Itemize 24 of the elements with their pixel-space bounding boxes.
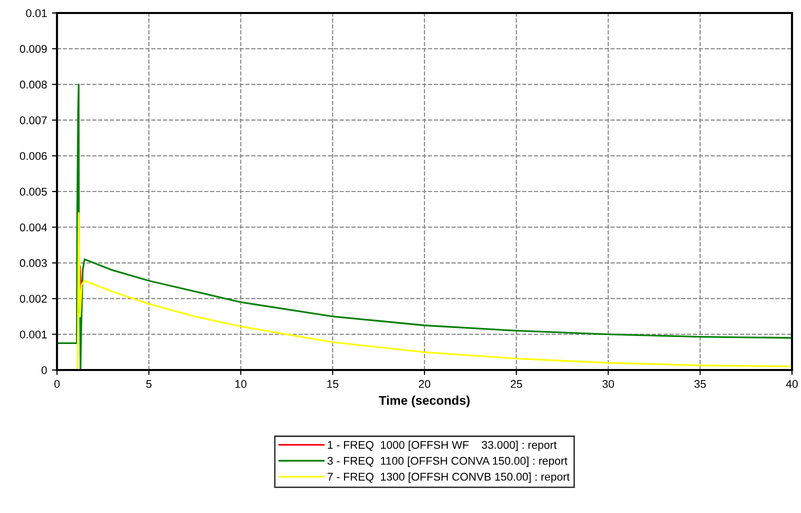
y-tick-label: 0.009 xyxy=(20,44,47,53)
x-axis-title: Time (seconds) xyxy=(378,396,470,408)
y-tick-label: 0.007 xyxy=(20,116,47,124)
y-tick-label: 0.004 xyxy=(20,223,47,232)
x-tick-label: 40 xyxy=(786,380,798,388)
legend-label: 7 - FREQ 1300 [OFFSH CONVB 150.00] : report xyxy=(328,472,570,483)
y-tick-label: 0.002 xyxy=(20,294,47,303)
y-tick-label: 0.001 xyxy=(20,330,47,338)
y-tick-label: 0.005 xyxy=(20,188,47,196)
x-tick-label: 30 xyxy=(602,380,614,388)
y-tick-label: 0.01 xyxy=(26,9,47,18)
legend-label: 3 - FREQ 1100 [OFFSH CONVA 150.00] : report xyxy=(327,456,568,467)
x-tick-label: 20 xyxy=(418,380,430,388)
x-tick-label: 35 xyxy=(694,380,706,388)
x-tick-label: 0 xyxy=(54,380,60,388)
y-tick-label: 0 xyxy=(42,366,47,374)
x-tick-label: 5 xyxy=(146,380,152,388)
y-tick-label: 0.008 xyxy=(20,80,47,89)
legend-label: 1 - FREQ 1000 [OFFSH WF 33.000] : report xyxy=(328,440,557,452)
x-tick-label: 10 xyxy=(235,380,246,388)
y-tick-label: 0.006 xyxy=(20,152,47,160)
x-tick-label: 25 xyxy=(510,380,522,388)
x-tick-label: 15 xyxy=(327,380,338,388)
y-tick-label: 0.003 xyxy=(20,259,47,268)
